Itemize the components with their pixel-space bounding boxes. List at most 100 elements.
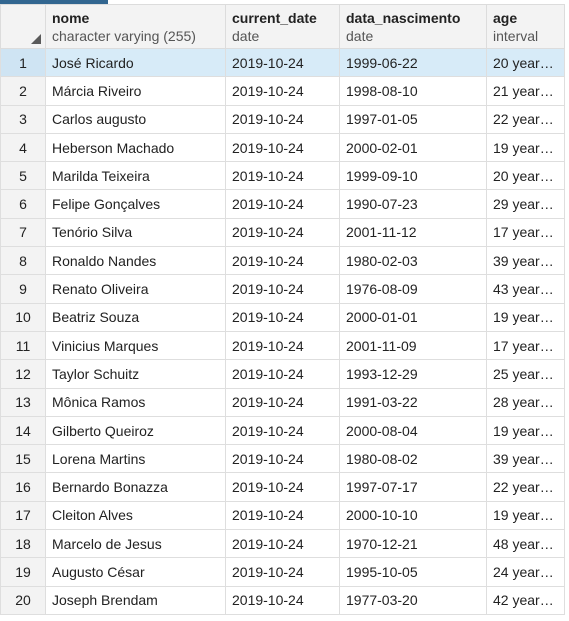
cell-age[interactable]: 21 years ...: [486, 76, 565, 106]
table-row[interactable]: 14 Gilberto Queiroz 2019-10-24 2000-08-04 19…: [0, 415, 565, 446]
cell-current-date[interactable]: 2019-10-24: [225, 472, 340, 502]
cell-current-date[interactable]: 2019-10-24: [225, 557, 340, 587]
cell-age[interactable]: 19 years ...: [486, 132, 565, 163]
row-number-cell[interactable]: 2: [0, 76, 46, 106]
cell-data-nascimento[interactable]: 1977-03-20: [339, 585, 487, 615]
cell-current-date[interactable]: 2019-10-24: [225, 585, 340, 615]
cell-current-date[interactable]: 2019-10-24: [225, 415, 340, 446]
cell-nome[interactable]: Joseph Brendam: [45, 585, 226, 615]
cell-age[interactable]: 24 years ...: [486, 557, 565, 587]
row-number-cell[interactable]: 8: [0, 246, 46, 276]
cell-nome[interactable]: Augusto César: [45, 557, 226, 587]
row-number-cell[interactable]: 4: [0, 132, 46, 163]
row-number-cell[interactable]: 13: [0, 387, 46, 417]
row-number-cell[interactable]: 3: [0, 104, 46, 134]
cell-current-date[interactable]: 2019-10-24: [225, 47, 340, 78]
select-all-corner[interactable]: [0, 4, 46, 49]
cell-nome[interactable]: Bernardo Bonazza: [45, 472, 226, 502]
cell-age[interactable]: 22 years ...: [486, 104, 565, 134]
cell-data-nascimento[interactable]: 1998-08-10: [339, 76, 487, 106]
cell-nome[interactable]: José Ricardo: [45, 47, 226, 78]
table-row[interactable]: 2 Márcia Riveiro 2019-10-24 1998-08-10 21 ye…: [0, 76, 565, 106]
cell-data-nascimento[interactable]: 2000-01-01: [339, 302, 487, 332]
table-row[interactable]: 10 Beatriz Souza 2019-10-24 2000-01-01 19 ye…: [0, 302, 565, 332]
column-header-age[interactable]: age interval: [486, 4, 565, 49]
cell-data-nascimento[interactable]: 2001-11-09: [339, 330, 487, 361]
cell-nome[interactable]: Cleiton Alves: [45, 500, 226, 531]
cell-age[interactable]: 39 years ...: [486, 444, 565, 474]
cell-current-date[interactable]: 2019-10-24: [225, 387, 340, 417]
cell-data-nascimento[interactable]: 1980-02-03: [339, 246, 487, 276]
cell-age[interactable]: 42 years ...: [486, 585, 565, 615]
row-number-cell[interactable]: 20: [0, 585, 46, 615]
cell-age[interactable]: 43 years ...: [486, 274, 565, 304]
table-row[interactable]: 5 Marilda Teixeira 2019-10-24 1999-09-10 20 …: [0, 161, 565, 191]
column-header-data-nascimento[interactable]: data_nascimento date: [339, 4, 487, 49]
column-header-nome[interactable]: nome character varying (255): [45, 4, 226, 49]
table-row[interactable]: 17 Cleiton Alves 2019-10-24 2000-10-10 19 ye…: [0, 500, 565, 531]
cell-nome[interactable]: Mônica Ramos: [45, 387, 226, 417]
row-number-cell[interactable]: 11: [0, 330, 46, 361]
cell-age[interactable]: 39 years ...: [486, 246, 565, 276]
cell-data-nascimento[interactable]: 1991-03-22: [339, 387, 487, 417]
table-row[interactable]: 1 José Ricardo 2019-10-24 1999-06-22 20 year…: [0, 47, 565, 78]
column-header-current-date[interactable]: current_date date: [225, 4, 340, 49]
row-number-cell[interactable]: 15: [0, 444, 46, 474]
cell-nome[interactable]: Beatriz Souza: [45, 302, 226, 332]
cell-data-nascimento[interactable]: 1993-12-29: [339, 359, 487, 389]
cell-current-date[interactable]: 2019-10-24: [225, 217, 340, 248]
table-row[interactable]: 11 Vinicius Marques 2019-10-24 2001-11-09 17…: [0, 330, 565, 361]
cell-age[interactable]: 48 years ...: [486, 529, 565, 559]
cell-nome[interactable]: Carlos augusto: [45, 104, 226, 134]
cell-data-nascimento[interactable]: 1976-08-09: [339, 274, 487, 304]
table-row[interactable]: 7 Tenório Silva 2019-10-24 2001-11-12 17 yea…: [0, 217, 565, 248]
row-number-cell[interactable]: 7: [0, 217, 46, 248]
row-number-cell[interactable]: 17: [0, 500, 46, 531]
cell-current-date[interactable]: 2019-10-24: [225, 161, 340, 191]
cell-data-nascimento[interactable]: 2000-08-04: [339, 415, 487, 446]
row-number-cell[interactable]: 19: [0, 557, 46, 587]
cell-nome[interactable]: Felipe Gonçalves: [45, 189, 226, 219]
row-number-cell[interactable]: 6: [0, 189, 46, 219]
table-row[interactable]: 6 Felipe Gonçalves 2019-10-24 1990-07-23 29 …: [0, 189, 565, 219]
cell-nome[interactable]: Ronaldo Nandes: [45, 246, 226, 276]
table-row[interactable]: 12 Taylor Schuitz 2019-10-24 1993-12-29 25 y…: [0, 359, 565, 389]
cell-age[interactable]: 29 years ...: [486, 189, 565, 219]
cell-data-nascimento[interactable]: 2000-02-01: [339, 132, 487, 163]
cell-data-nascimento[interactable]: 1997-01-05: [339, 104, 487, 134]
cell-age[interactable]: 20 years ...: [486, 161, 565, 191]
cell-current-date[interactable]: 2019-10-24: [225, 132, 340, 163]
table-row[interactable]: 20 Joseph Brendam 2019-10-24 1977-03-20 42 y…: [0, 585, 565, 615]
cell-nome[interactable]: Lorena Martins: [45, 444, 226, 474]
table-row[interactable]: 18 Marcelo de Jesus 2019-10-24 1970-12-21 48…: [0, 529, 565, 559]
row-number-cell[interactable]: 14: [0, 415, 46, 446]
row-number-cell[interactable]: 1: [0, 47, 46, 78]
table-row[interactable]: 3 Carlos augusto 2019-10-24 1997-01-05 22 ye…: [0, 104, 565, 134]
table-row[interactable]: 19 Augusto César 2019-10-24 1995-10-05 24 ye…: [0, 557, 565, 587]
cell-nome[interactable]: Márcia Riveiro: [45, 76, 226, 106]
cell-current-date[interactable]: 2019-10-24: [225, 529, 340, 559]
cell-current-date[interactable]: 2019-10-24: [225, 302, 340, 332]
row-number-cell[interactable]: 18: [0, 529, 46, 559]
cell-nome[interactable]: Vinicius Marques: [45, 330, 226, 361]
cell-current-date[interactable]: 2019-10-24: [225, 359, 340, 389]
cell-current-date[interactable]: 2019-10-24: [225, 76, 340, 106]
cell-nome[interactable]: Marilda Teixeira: [45, 161, 226, 191]
cell-nome[interactable]: Taylor Schuitz: [45, 359, 226, 389]
row-number-cell[interactable]: 12: [0, 359, 46, 389]
table-row[interactable]: 4 Heberson Machado 2019-10-24 2000-02-01 19 …: [0, 132, 565, 163]
cell-age[interactable]: 17 years ...: [486, 217, 565, 248]
cell-data-nascimento[interactable]: 1999-06-22: [339, 47, 487, 78]
row-number-cell[interactable]: 9: [0, 274, 46, 304]
table-row[interactable]: 16 Bernardo Bonazza 2019-10-24 1997-07-17 22…: [0, 472, 565, 502]
table-row[interactable]: 13 Mônica Ramos 2019-10-24 1991-03-22 28 yea…: [0, 387, 565, 417]
cell-data-nascimento[interactable]: 1997-07-17: [339, 472, 487, 502]
cell-age[interactable]: 19 years ...: [486, 415, 565, 446]
row-number-cell[interactable]: 5: [0, 161, 46, 191]
cell-current-date[interactable]: 2019-10-24: [225, 246, 340, 276]
cell-age[interactable]: 19 years ...: [486, 500, 565, 531]
table-row[interactable]: 9 Renato Oliveira 2019-10-24 1976-08-09 43 y…: [0, 274, 565, 304]
cell-current-date[interactable]: 2019-10-24: [225, 189, 340, 219]
row-number-cell[interactable]: 16: [0, 472, 46, 502]
cell-current-date[interactable]: 2019-10-24: [225, 274, 340, 304]
